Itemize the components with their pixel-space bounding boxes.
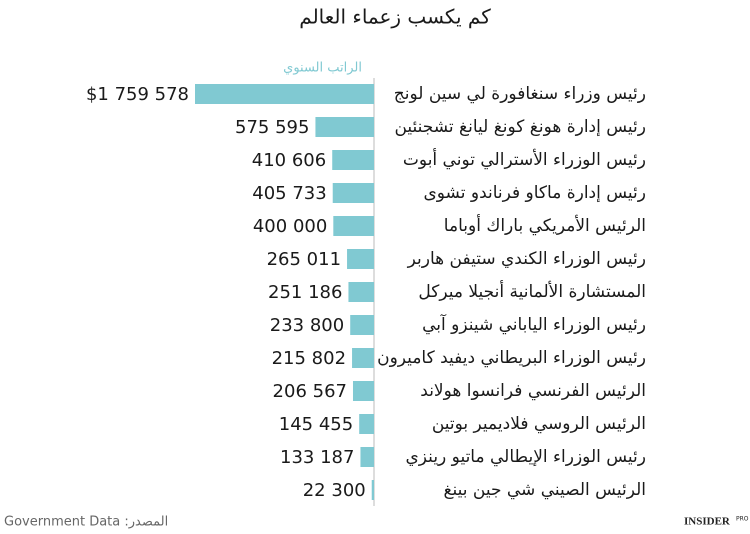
- category-label: المستشارة الألمانية أنجيلا ميركل: [418, 280, 646, 302]
- bar: [347, 249, 374, 269]
- value-label: 410 606: [252, 150, 326, 171]
- bar: [195, 84, 374, 104]
- category-label: رئيس وزراء سنغافورة لي سين لونج: [394, 84, 646, 104]
- value-label: 206 567: [273, 381, 347, 402]
- value-label: $1 759 578: [86, 84, 189, 105]
- value-label: 215 802: [272, 348, 346, 369]
- logo-suffix: PRO: [736, 516, 749, 523]
- legend-label: الراتب السنوي: [283, 61, 362, 76]
- bar: [332, 150, 374, 170]
- source: المصدر: Government Data: [4, 515, 168, 530]
- category-label: رئيس الوزراء الإيطالي ماتيو رينزي: [406, 447, 647, 467]
- value-label: 145 455: [279, 414, 353, 435]
- bar: [333, 216, 374, 236]
- bar: [350, 315, 374, 335]
- value-label: 575 595: [235, 117, 309, 138]
- bar: [352, 348, 374, 368]
- bar: [359, 414, 374, 434]
- value-label: 22 300: [303, 480, 366, 501]
- bar: [348, 282, 374, 302]
- value-label: 405 733: [252, 183, 326, 204]
- chart-title: كم يكسب زعماء العالم: [299, 5, 491, 29]
- category-label: رئيس الوزراء الكندي ستيفن هاربر: [407, 249, 646, 269]
- bar: [360, 447, 374, 467]
- category-label: رئيس الوزراء الأسترالي توني أبوت: [403, 148, 646, 170]
- value-label: 265 011: [267, 249, 341, 270]
- bar: [371, 480, 374, 500]
- category-label: الرئيس الصيني شي جين بينغ: [443, 480, 646, 500]
- category-label: رئيس إدارة ماكاو فرناندو تشوى: [423, 183, 646, 203]
- bar: [315, 117, 374, 137]
- category-label: الرئيس الفرنسي فرانسوا هولاند: [420, 381, 646, 401]
- value-label: 133 187: [280, 447, 354, 468]
- logo: INSIDER: [684, 516, 731, 528]
- bar: [352, 381, 374, 401]
- category-label: رئيس الوزراء الياباني شينزو آبي: [422, 313, 646, 335]
- bar: [332, 183, 374, 203]
- category-label: الرئيس الأمريكي باراك أوباما: [444, 214, 646, 236]
- category-label: رئيس الوزراء البريطاني ديفيد كاميرون: [377, 348, 646, 368]
- value-label: 400 000: [253, 216, 327, 237]
- category-label: رئيس إدارة هونغ كونغ ليانغ تشجنئين: [394, 117, 646, 137]
- category-label: الرئيس الروسي فلاديمير بوتين: [432, 414, 646, 434]
- value-label: 233 800: [270, 315, 344, 336]
- value-label: 251 186: [268, 282, 342, 303]
